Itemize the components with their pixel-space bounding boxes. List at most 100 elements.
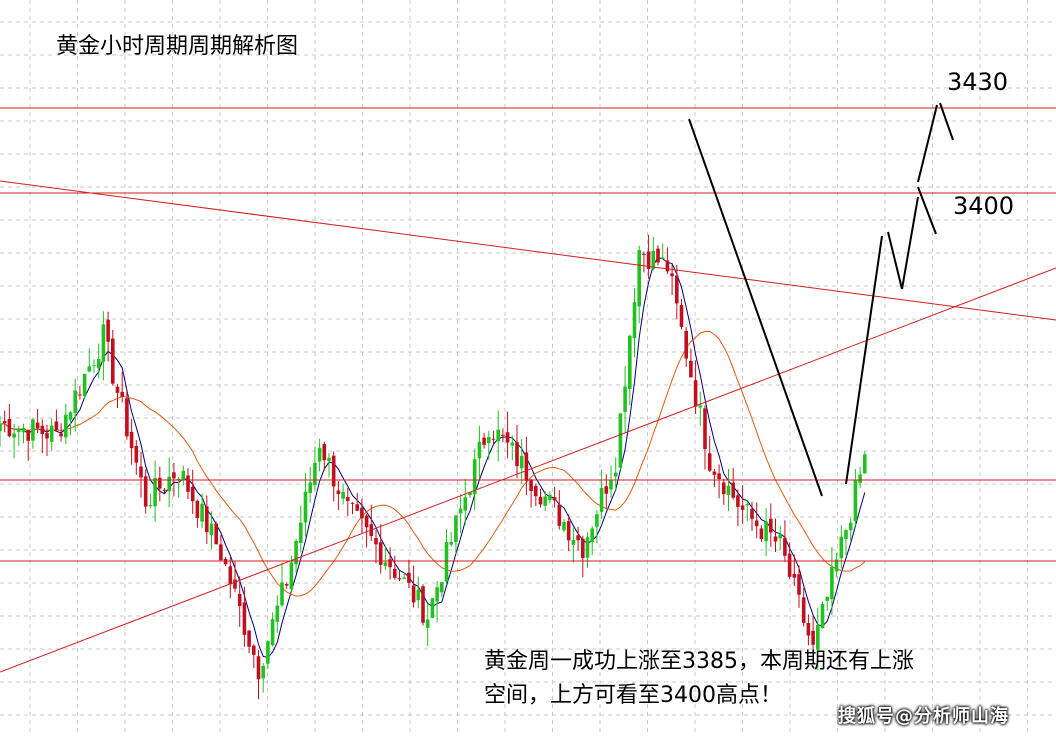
candle-body bbox=[585, 537, 590, 558]
candle-body bbox=[205, 506, 209, 533]
candle-body bbox=[472, 459, 477, 495]
candle-body bbox=[64, 414, 68, 438]
candle-body bbox=[341, 491, 345, 499]
candle-body bbox=[7, 418, 12, 437]
candle-body bbox=[308, 482, 312, 494]
candle-body bbox=[120, 391, 124, 397]
candle-body bbox=[609, 480, 613, 490]
candle-body bbox=[186, 475, 190, 492]
candle-body bbox=[214, 523, 218, 545]
candle-body bbox=[35, 422, 40, 429]
candle-body bbox=[712, 471, 717, 475]
candle-body bbox=[458, 508, 463, 514]
candle-body bbox=[17, 428, 21, 432]
candle-body bbox=[26, 429, 30, 441]
candle-body bbox=[87, 366, 92, 372]
candle-body bbox=[599, 487, 604, 512]
candle-body bbox=[505, 432, 510, 443]
candle-body bbox=[707, 453, 712, 471]
candle-body bbox=[454, 515, 458, 543]
candle-body bbox=[463, 497, 468, 511]
candle-body bbox=[407, 572, 411, 583]
candle-body bbox=[322, 443, 327, 461]
candle-body bbox=[425, 619, 430, 628]
candle-body bbox=[571, 540, 576, 545]
candle-body bbox=[811, 630, 815, 645]
candle-body bbox=[49, 425, 54, 442]
candle-body bbox=[820, 603, 825, 629]
candle-body bbox=[162, 489, 167, 491]
candle-body bbox=[92, 365, 96, 367]
candle-body bbox=[731, 482, 735, 498]
projection-segment bbox=[917, 186, 937, 235]
candle-body bbox=[839, 536, 844, 559]
candle-body bbox=[482, 437, 486, 445]
candle-body bbox=[256, 656, 261, 680]
candle-body bbox=[440, 582, 444, 593]
chart-title: 黄金小时周期周期解析图 bbox=[56, 34, 299, 59]
candle-body bbox=[543, 496, 547, 506]
projection-path bbox=[688, 102, 954, 497]
candle-body bbox=[111, 338, 115, 384]
candle-body bbox=[590, 528, 594, 542]
candle-body bbox=[773, 536, 778, 542]
candle-body bbox=[364, 515, 369, 528]
candle-body bbox=[628, 335, 632, 389]
descending-trend-line bbox=[0, 180, 1056, 321]
candle-body bbox=[529, 479, 533, 491]
candle-body bbox=[703, 408, 707, 449]
candle-body bbox=[115, 386, 120, 393]
candle-body bbox=[430, 598, 435, 618]
candle-body bbox=[219, 544, 223, 561]
candle-body bbox=[153, 477, 157, 507]
candle-body bbox=[689, 360, 693, 378]
candle-body bbox=[158, 477, 162, 489]
candle-body bbox=[200, 503, 204, 522]
projection-segment bbox=[887, 231, 903, 290]
candle-body bbox=[745, 503, 750, 506]
candle-body bbox=[740, 505, 745, 510]
candle-body bbox=[355, 504, 359, 511]
candle-body bbox=[759, 528, 764, 539]
candle-body bbox=[143, 476, 148, 507]
candle-body bbox=[82, 373, 87, 397]
candle-body bbox=[853, 480, 858, 521]
candle-body bbox=[613, 472, 618, 477]
candle-body bbox=[519, 455, 524, 469]
candle-body bbox=[402, 577, 406, 580]
ascending-trend-line bbox=[0, 267, 1056, 673]
candle-body bbox=[501, 434, 505, 436]
candle-body bbox=[252, 645, 256, 655]
projection-segment bbox=[688, 118, 823, 497]
candle-body bbox=[684, 330, 688, 359]
candle-body bbox=[552, 497, 557, 501]
candle-body bbox=[801, 597, 806, 623]
candle-body bbox=[834, 559, 839, 572]
candle-body bbox=[317, 447, 322, 462]
candle-body bbox=[209, 523, 214, 536]
candle-body bbox=[642, 253, 646, 255]
candle-body bbox=[660, 257, 665, 260]
candle-body bbox=[96, 358, 101, 368]
candle-body bbox=[566, 521, 571, 541]
analysis-annotation: 黄金周一成功上涨至3385，本周期还有上涨 空间，上方可看至3400高点！ bbox=[484, 645, 914, 713]
candle-body bbox=[397, 578, 402, 580]
candle-body bbox=[830, 567, 834, 600]
candle-body bbox=[106, 319, 110, 342]
candle-body bbox=[726, 485, 731, 496]
candle-body bbox=[247, 630, 251, 647]
candle-body bbox=[172, 472, 176, 479]
candle-body bbox=[411, 585, 416, 603]
candle-body bbox=[491, 438, 496, 440]
candle-body bbox=[280, 582, 284, 606]
candle-body bbox=[477, 441, 482, 459]
candle-body bbox=[825, 596, 829, 601]
candle-body bbox=[816, 624, 820, 650]
candle-body bbox=[125, 398, 129, 437]
projection-segment bbox=[901, 196, 919, 290]
candle-body bbox=[792, 573, 797, 578]
candle-body bbox=[538, 496, 543, 505]
candle-body bbox=[595, 514, 599, 527]
